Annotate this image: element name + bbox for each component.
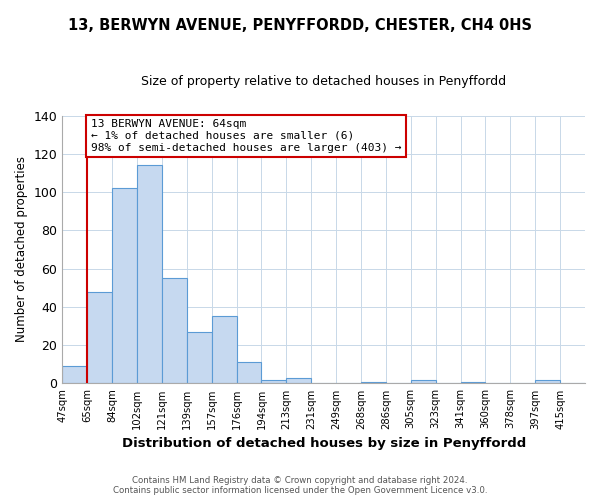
X-axis label: Distribution of detached houses by size in Penyffordd: Distribution of detached houses by size … [122, 437, 526, 450]
Bar [361, 382, 386, 384]
Bar [87, 292, 112, 384]
Bar [212, 316, 236, 384]
Title: Size of property relative to detached houses in Penyffordd: Size of property relative to detached ho… [141, 75, 506, 88]
Bar [62, 366, 87, 384]
Bar [236, 362, 262, 384]
Bar [137, 166, 162, 384]
Bar [262, 380, 286, 384]
Text: 13, BERWYN AVENUE, PENYFFORDD, CHESTER, CH4 0HS: 13, BERWYN AVENUE, PENYFFORDD, CHESTER, … [68, 18, 532, 32]
Bar [187, 332, 212, 384]
Y-axis label: Number of detached properties: Number of detached properties [15, 156, 28, 342]
Text: 13 BERWYN AVENUE: 64sqm
← 1% of detached houses are smaller (6)
98% of semi-deta: 13 BERWYN AVENUE: 64sqm ← 1% of detached… [91, 120, 401, 152]
Text: Contains HM Land Registry data © Crown copyright and database right 2024.
Contai: Contains HM Land Registry data © Crown c… [113, 476, 487, 495]
Bar [535, 380, 560, 384]
Bar [461, 382, 485, 384]
Bar [411, 380, 436, 384]
Bar [162, 278, 187, 384]
Bar [286, 378, 311, 384]
Bar [112, 188, 137, 384]
